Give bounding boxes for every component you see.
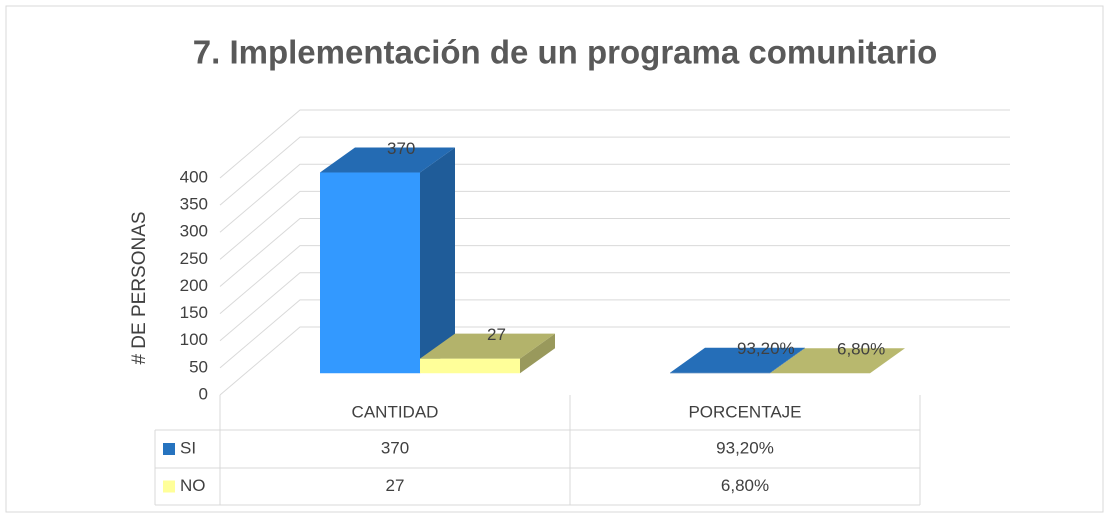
grid-line (219, 190, 1010, 260)
y-tick-label: 100 (180, 330, 208, 349)
y-tick-label: 300 (180, 222, 208, 241)
table-cell: 27 (386, 476, 405, 495)
bar-side (520, 333, 555, 374)
y-tick-label: 150 (180, 303, 208, 322)
bar-front (320, 172, 420, 374)
value-label: 6,80% (837, 340, 885, 359)
grid-line (219, 109, 1010, 179)
x-tick-label: PORCENTAJE (688, 402, 801, 421)
bar-top (670, 347, 805, 373)
bar-side (770, 347, 805, 374)
legend-key (163, 443, 175, 455)
grid-line (219, 272, 1010, 342)
grid-line (219, 163, 1010, 233)
y-tick-label: 250 (180, 249, 208, 268)
y-axis-label: # DE PERSONAS (129, 211, 150, 364)
bar-front (670, 372, 770, 374)
legend-key (163, 480, 175, 493)
grid-line (219, 245, 1010, 315)
bar-top (320, 147, 455, 173)
table-cell: 93,20% (716, 438, 774, 457)
table-cell: 6,80% (721, 476, 769, 495)
legend-label: SI (180, 438, 196, 457)
bar-front (420, 358, 520, 374)
y-tick-label: 0 (199, 384, 208, 403)
grid-line (219, 218, 1010, 287)
table-cell: 370 (381, 438, 409, 457)
grid-line (219, 326, 1010, 396)
grid-line (219, 136, 1010, 206)
value-label: 370 (387, 139, 415, 158)
y-tick-label: 200 (180, 276, 208, 295)
bar-side (870, 348, 905, 374)
bar-top (770, 348, 905, 374)
bar-top (420, 333, 555, 359)
value-label: 93,20% (737, 339, 795, 358)
y-tick-label: 50 (189, 357, 208, 376)
y-tick-label: 400 (180, 167, 208, 186)
x-tick-label: CANTIDAD (352, 402, 439, 421)
bar-side (420, 147, 455, 374)
chart-frame (5, 5, 1104, 513)
legend-label: NO (180, 476, 206, 495)
grid-line (219, 299, 1010, 369)
value-label: 27 (487, 325, 506, 344)
y-tick-label: 350 (180, 195, 208, 214)
chart-title: 7. Implementación de un programa comunit… (193, 34, 937, 71)
